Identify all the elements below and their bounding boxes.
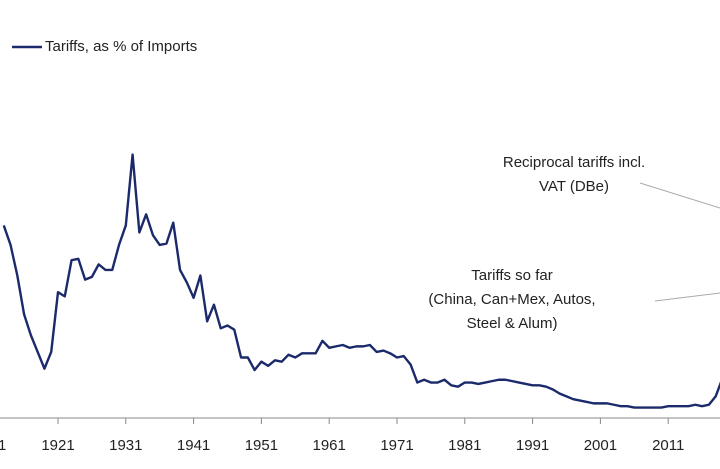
- x-tick-label: 2011: [652, 437, 684, 454]
- x-tick-label: 1981: [448, 437, 481, 454]
- x-tick-label: 1941: [177, 437, 210, 454]
- x-tick-label: 1931: [109, 437, 142, 454]
- annotation: VAT (DBe): [539, 178, 609, 195]
- x-tick-label: 1971: [380, 437, 413, 454]
- annotation: Steel & Alum): [467, 315, 558, 332]
- annotation-leader: [639, 182, 720, 209]
- legend-label: Tariffs, as % of Imports: [45, 38, 197, 55]
- x-tick-label: 1961: [313, 437, 346, 454]
- x-tick-label: 1911: [0, 437, 6, 454]
- annotation: (China, Can+Mex, Autos,: [428, 291, 595, 308]
- annotation: Reciprocal tariffs incl.: [503, 154, 645, 171]
- x-tick-label: 1951: [245, 437, 278, 454]
- x-tick-label: 2001: [584, 437, 617, 454]
- annotation-leader: [654, 292, 720, 302]
- x-tick-label: 1991: [516, 437, 549, 454]
- data-line: [2, 153, 720, 409]
- annotation: Tariffs so far: [471, 267, 552, 284]
- x-tick-label: 1921: [41, 437, 74, 454]
